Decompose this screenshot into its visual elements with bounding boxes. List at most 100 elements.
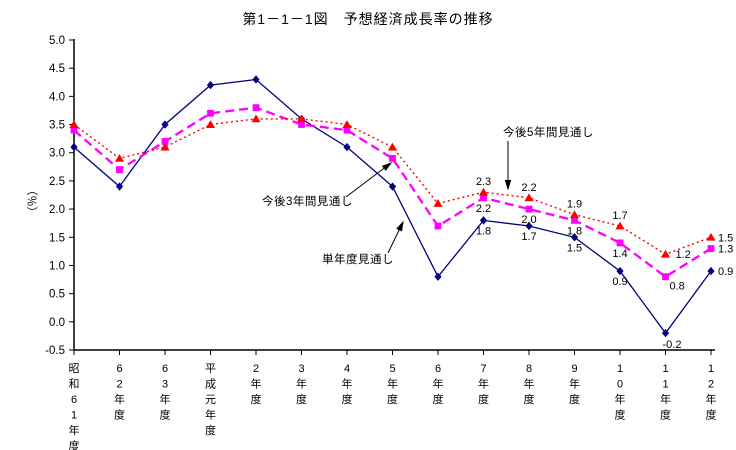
diamond-marker xyxy=(252,75,260,84)
y-tick-label: 1.0 xyxy=(49,260,65,272)
data-label-five-year: 1.2 xyxy=(676,249,691,261)
x-axis-label-char: 年 xyxy=(205,408,216,422)
data-label-three-year: 1.8 xyxy=(567,225,582,237)
y-tick-label: -0.5 xyxy=(45,345,65,357)
diamond-marker xyxy=(115,182,124,191)
x-axis-label-char: 6 xyxy=(116,363,122,375)
series-line-three-year xyxy=(73,106,712,279)
x-axis-label-char: 1 xyxy=(708,363,714,375)
x-axis-label-char: 年 xyxy=(114,392,125,406)
triangle-marker xyxy=(524,193,534,202)
x-axis-label-char: 年 xyxy=(478,377,489,391)
tick-marks xyxy=(69,39,712,355)
x-axis-label-char: 7 xyxy=(480,363,486,375)
data-label-three-year: 1.4 xyxy=(612,248,627,260)
x-axis-label-char: 0 xyxy=(617,379,623,391)
x-axis-label-char: 2 xyxy=(708,379,714,391)
x-axis-label-char: 年 xyxy=(706,392,717,406)
data-label-single-year: 0.9 xyxy=(718,266,733,278)
square-marker xyxy=(571,216,578,224)
x-axis-label-char: 5 xyxy=(389,363,395,375)
y-tick-label: 2.5 xyxy=(49,176,65,188)
x-axis-label-char: 年 xyxy=(296,377,307,391)
annotation-label-three-year: 今後3年間見通し xyxy=(262,194,353,208)
x-axis-label-char: 度 xyxy=(433,392,444,406)
data-label-five-year: 1.5 xyxy=(718,232,733,244)
data-label-three-year: 2.2 xyxy=(476,203,491,215)
x-axis-label-char: 年 xyxy=(342,377,353,391)
annotation-arrowhead xyxy=(396,220,404,232)
square-marker xyxy=(343,126,351,134)
square-marker xyxy=(525,205,533,213)
x-axis-label-char: 度 xyxy=(569,392,580,406)
series-line-five-year xyxy=(73,118,712,255)
x-axis-label-char: 6 xyxy=(162,363,168,375)
annotation-five-year: 今後5年間見通し xyxy=(503,125,594,191)
y-tick-label: 5.0 xyxy=(49,35,65,47)
x-axis-label-char: 4 xyxy=(344,363,350,375)
square-marker xyxy=(161,138,169,145)
triangle-marker xyxy=(569,210,580,219)
square-marker xyxy=(207,109,214,117)
square-marker xyxy=(298,121,305,128)
x-tick-labels: 昭和61年度62年度63年度平成元年度2年度3年度4年度5年度6年度7年度8年度… xyxy=(69,362,717,450)
y-tick-label: 1.5 xyxy=(49,232,65,244)
x-axis-label-char: 年 xyxy=(569,377,580,391)
x-axis-label-char: 1 xyxy=(71,410,77,422)
diamond-marker xyxy=(707,266,715,276)
y-tick-label: 2.0 xyxy=(49,204,65,216)
square-marker xyxy=(480,194,487,202)
x-axis-label-char: 成 xyxy=(205,378,216,391)
data-label-five-year: 1.7 xyxy=(612,210,627,222)
x-axis-label-char: 年 xyxy=(524,377,535,391)
square-marker xyxy=(70,126,78,134)
diamond-marker xyxy=(434,272,442,281)
data-label-single-year: -0.2 xyxy=(663,339,682,351)
diamond-marker xyxy=(616,266,624,276)
data-label-five-year: 1.9 xyxy=(567,199,582,211)
x-axis-label-char: 度 xyxy=(296,392,307,406)
data-label-single-year: 0.9 xyxy=(612,276,627,288)
y-tick-label: 4.0 xyxy=(49,91,65,103)
x-axis-label-char: 度 xyxy=(160,408,171,422)
square-marker xyxy=(616,239,624,247)
square-marker xyxy=(116,166,123,174)
diamond-marker xyxy=(206,80,215,90)
y-tick-label: 0.5 xyxy=(49,289,65,301)
x-axis-label-char: 度 xyxy=(114,408,125,422)
x-axis-label-char: 1 xyxy=(617,363,623,375)
data-label-five-year: 2.3 xyxy=(476,176,491,188)
triangle-marker xyxy=(660,249,671,258)
x-axis-label-char: 平 xyxy=(205,363,216,375)
data-label-three-year: 1.3 xyxy=(718,244,733,256)
x-axis-label-char: 年 xyxy=(251,377,262,391)
x-axis-label-char: 度 xyxy=(387,392,398,406)
annotation-single-year: 単年度見通し xyxy=(322,220,404,266)
data-label-single-year: 1.7 xyxy=(521,231,536,243)
triangle-marker xyxy=(251,114,261,123)
x-axis-label-char: 年 xyxy=(433,377,444,391)
diamond-marker xyxy=(479,216,488,225)
x-axis-label-char: 9 xyxy=(571,363,577,375)
x-axis-label-char: 1 xyxy=(662,363,668,375)
axes xyxy=(73,39,715,351)
diamond-marker xyxy=(570,233,579,242)
series-single-year xyxy=(70,75,715,338)
diamond-marker xyxy=(388,182,397,191)
y-tick-label: 3.0 xyxy=(49,148,65,160)
y-tick-label: 3.5 xyxy=(49,120,65,132)
triangle-marker xyxy=(387,142,398,151)
diamond-marker xyxy=(70,142,78,152)
square-marker xyxy=(389,154,396,162)
triangle-marker xyxy=(69,120,79,128)
x-axis-label-char: 3 xyxy=(298,363,304,375)
triangle-marker xyxy=(706,232,716,241)
square-marker xyxy=(662,273,669,281)
diamond-marker xyxy=(161,120,169,129)
annotation-label-five-year: 今後5年間見通し xyxy=(503,125,594,139)
x-axis-label-char: 8 xyxy=(526,363,532,375)
annotation-arrowhead xyxy=(504,180,512,191)
data-label-three-year: 2.0 xyxy=(521,214,536,226)
